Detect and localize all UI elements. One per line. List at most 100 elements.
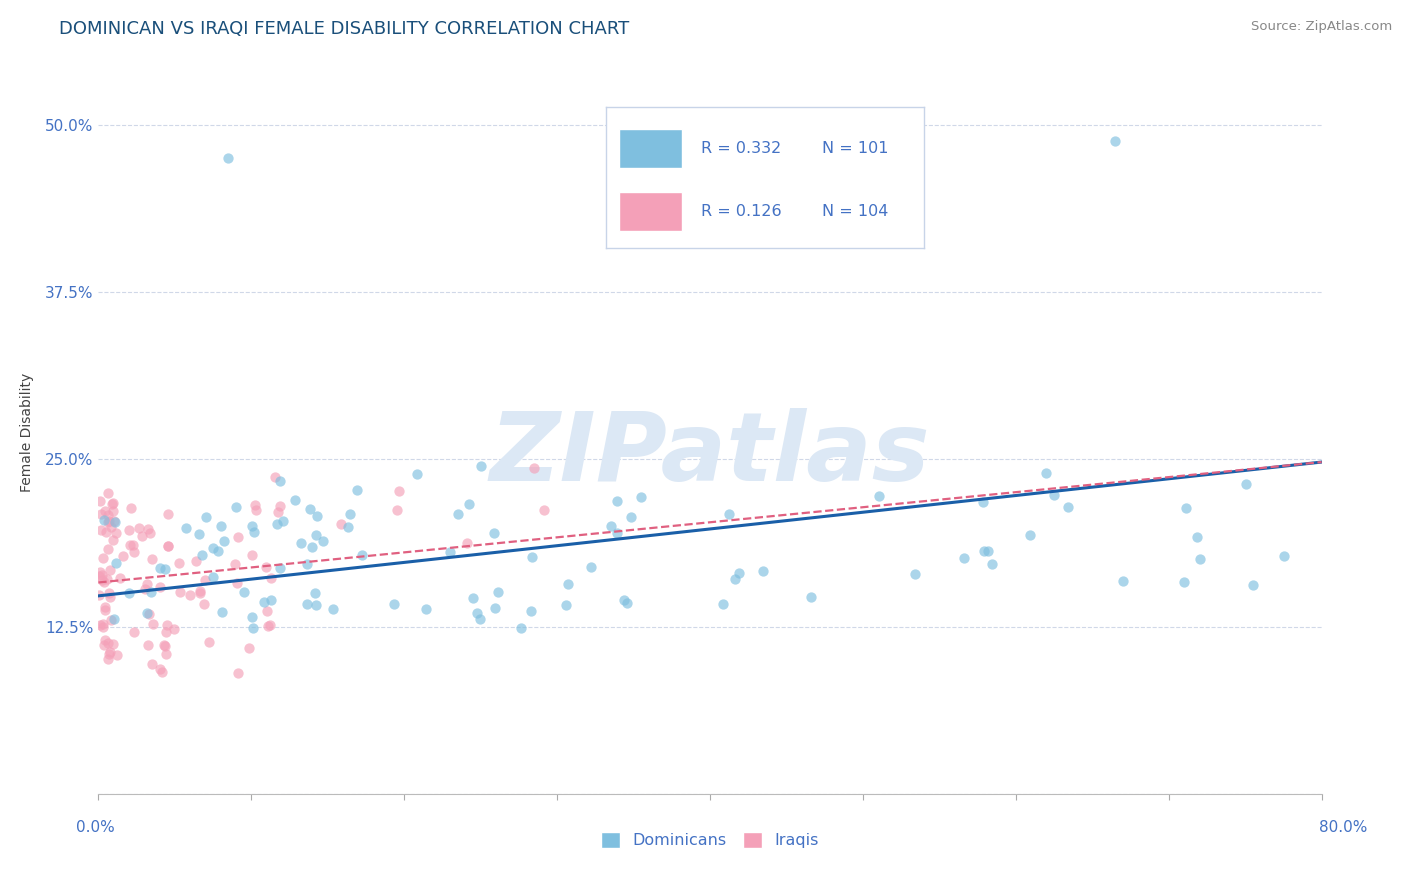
Point [209, 519, 232, 533]
Point [307, 509, 329, 524]
Point [103, 514, 125, 528]
Point [90, 508, 112, 522]
Point [141, 552, 163, 566]
Point [169, 584, 191, 599]
Point [89, 494, 111, 508]
Point [150, 665, 173, 679]
Text: DOMINICAN VS IRAQI FEMALE DISABILITY CORRELATION CHART: DOMINICAN VS IRAQI FEMALE DISABILITY COR… [59, 20, 630, 37]
Point [98, 645, 121, 659]
Point [415, 601, 437, 615]
Point [217, 152, 239, 166]
Point [977, 544, 1000, 558]
Point [155, 625, 177, 640]
Point [101, 497, 124, 511]
Point [89, 617, 111, 632]
Point [305, 528, 328, 542]
Point [305, 598, 328, 612]
Text: ZIPatlas: ZIPatlas [489, 408, 931, 500]
Point [96, 572, 118, 586]
Point [91, 568, 114, 582]
Point [179, 588, 201, 602]
Point [96, 486, 118, 500]
Point [191, 548, 214, 562]
Point [101, 637, 124, 651]
Point [724, 572, 747, 586]
Point [136, 639, 159, 653]
Point [98, 563, 121, 577]
Point [1112, 574, 1135, 588]
Point [295, 557, 318, 571]
Point [193, 597, 215, 611]
Point [111, 549, 134, 564]
Point [163, 622, 186, 636]
Point [1104, 134, 1126, 148]
Point [1175, 500, 1198, 515]
Y-axis label: Female Disability: Female Disability [20, 373, 34, 492]
Point [304, 586, 326, 600]
Point [468, 612, 491, 626]
Point [202, 570, 225, 584]
Point [108, 571, 131, 585]
Point [257, 618, 280, 632]
Point [211, 605, 233, 619]
Point [447, 508, 470, 522]
Point [198, 635, 221, 649]
Point [470, 459, 492, 474]
Point [271, 514, 294, 528]
Point [523, 460, 546, 475]
Point [131, 528, 153, 542]
Point [174, 521, 197, 535]
Legend: Dominicans, Iraqis: Dominicans, Iraqis [595, 825, 825, 855]
Point [486, 585, 509, 599]
Point [339, 508, 361, 522]
Point [167, 556, 190, 570]
Point [727, 566, 749, 581]
Point [228, 530, 250, 544]
Point [630, 490, 652, 504]
Point [269, 561, 291, 575]
Point [101, 504, 124, 518]
Point [103, 533, 125, 547]
Point [156, 618, 179, 632]
Text: 80.0%: 80.0% [1319, 821, 1367, 835]
Point [89, 566, 111, 580]
Point [149, 661, 172, 675]
Point [439, 545, 461, 559]
Point [194, 509, 217, 524]
Point [1274, 549, 1296, 563]
Point [613, 593, 636, 607]
Point [620, 510, 643, 524]
Point [228, 665, 250, 680]
Point [298, 502, 321, 516]
Point [484, 526, 506, 541]
Point [224, 558, 246, 572]
Point [256, 604, 278, 618]
Point [290, 535, 312, 549]
Text: 0.0%: 0.0% [76, 821, 115, 835]
Point [188, 586, 211, 600]
Point [557, 577, 579, 591]
Point [93, 574, 115, 589]
Point [91, 574, 114, 588]
Point [128, 520, 150, 534]
Point [484, 601, 506, 615]
Point [89, 588, 111, 602]
Point [606, 526, 628, 541]
Point [94, 603, 117, 617]
Point [711, 597, 734, 611]
Point [97, 541, 120, 556]
Point [157, 539, 180, 553]
Point [616, 596, 638, 610]
Point [101, 496, 124, 510]
Point [94, 633, 117, 648]
Point [91, 620, 114, 634]
Point [104, 525, 127, 540]
Point [457, 497, 479, 511]
Point [141, 585, 163, 599]
Point [232, 585, 254, 599]
Point [467, 607, 489, 621]
Point [157, 508, 180, 522]
Point [266, 516, 288, 531]
Point [269, 499, 291, 513]
Point [295, 597, 318, 611]
